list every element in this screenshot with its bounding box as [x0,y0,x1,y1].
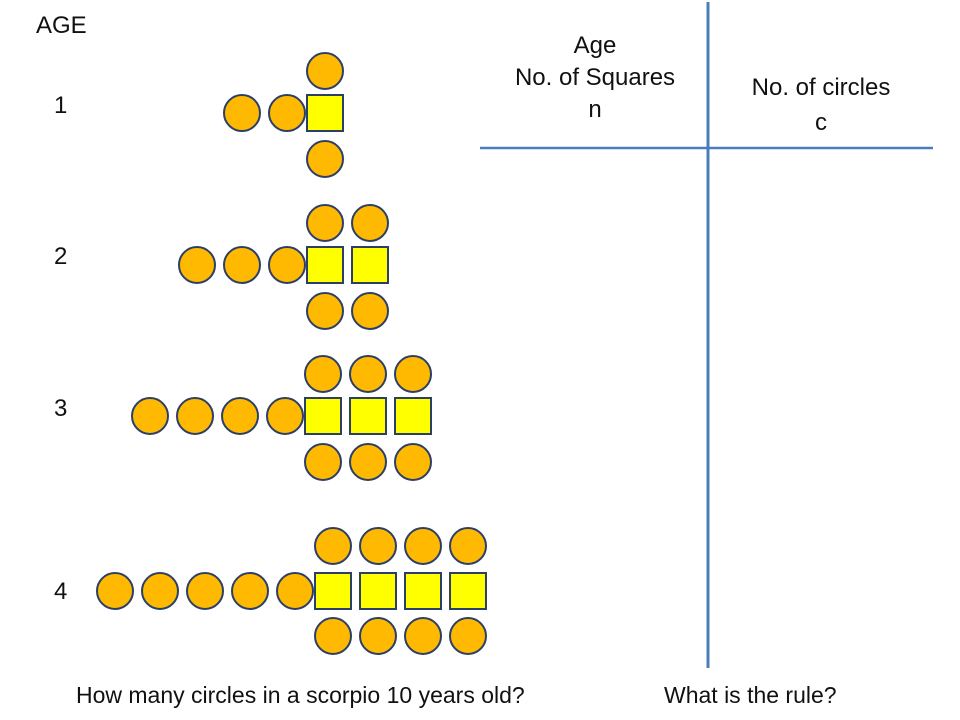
scorpio-shapes [96,52,487,655]
top-circle-age2-2 [351,204,389,242]
header-no-of-squares: No. of Squares [514,64,676,91]
tail-circle-age3-2 [221,397,259,435]
table-header-age-squares: Age No. of Squares n [480,30,710,126]
table-header-circles: No. of circles c [708,70,934,140]
top-circle-age4-1 [314,527,352,565]
tail-circle-age4-2 [231,572,269,610]
age-label-1: 1 [54,92,68,119]
top-circle-age1-1 [306,52,344,90]
header-age: Age [573,32,617,59]
tail-circle-age1-2 [223,94,261,132]
bottom-circle-age3-3 [394,443,432,481]
tail-circle-age3-3 [176,397,214,435]
bottom-circle-age3-2 [349,443,387,481]
square-age3-3 [394,397,432,435]
tail-circle-age3-1 [266,397,304,435]
top-circle-age3-2 [349,355,387,393]
tail-circle-age2-1 [268,246,306,284]
tail-circle-age4-4 [141,572,179,610]
age-label-4: 4 [54,578,68,605]
bottom-circle-age2-2 [351,292,389,330]
top-circle-age3-3 [394,355,432,393]
top-circle-age2-1 [306,204,344,242]
square-age4-2 [359,572,397,610]
header-n: n [588,96,602,123]
bottom-circle-age4-1 [314,617,352,655]
tail-circle-age2-2 [223,246,261,284]
age-heading: AGE [36,12,87,39]
question-rule: What is the rule? [664,682,837,708]
tail-circle-age4-5 [96,572,134,610]
square-age4-4 [449,572,487,610]
bottom-circle-age1-1 [306,140,344,178]
top-circle-age3-1 [304,355,342,393]
square-age4-1 [314,572,352,610]
bottom-circle-age4-2 [359,617,397,655]
square-age3-1 [304,397,342,435]
square-age3-2 [349,397,387,435]
tail-circle-age4-3 [186,572,224,610]
header-c: c [815,109,827,136]
tail-circle-age3-4 [131,397,169,435]
square-age4-3 [404,572,442,610]
square-age2-2 [351,246,389,284]
square-age1-1 [306,94,344,132]
bottom-circle-age4-4 [449,617,487,655]
top-circle-age4-4 [449,527,487,565]
top-circle-age4-3 [404,527,442,565]
top-circle-age4-2 [359,527,397,565]
square-age2-1 [306,246,344,284]
bottom-circle-age2-1 [306,292,344,330]
bottom-circle-age4-3 [404,617,442,655]
question-circles-age-10: How many circles in a scorpio 10 years o… [76,682,525,708]
tail-circle-age4-1 [276,572,314,610]
age-label-2: 2 [54,243,68,270]
tail-circle-age2-3 [178,246,216,284]
header-no-of-circles: No. of circles [751,74,891,101]
bottom-circle-age3-1 [304,443,342,481]
tail-circle-age1-1 [268,94,306,132]
age-label-3: 3 [54,395,68,422]
